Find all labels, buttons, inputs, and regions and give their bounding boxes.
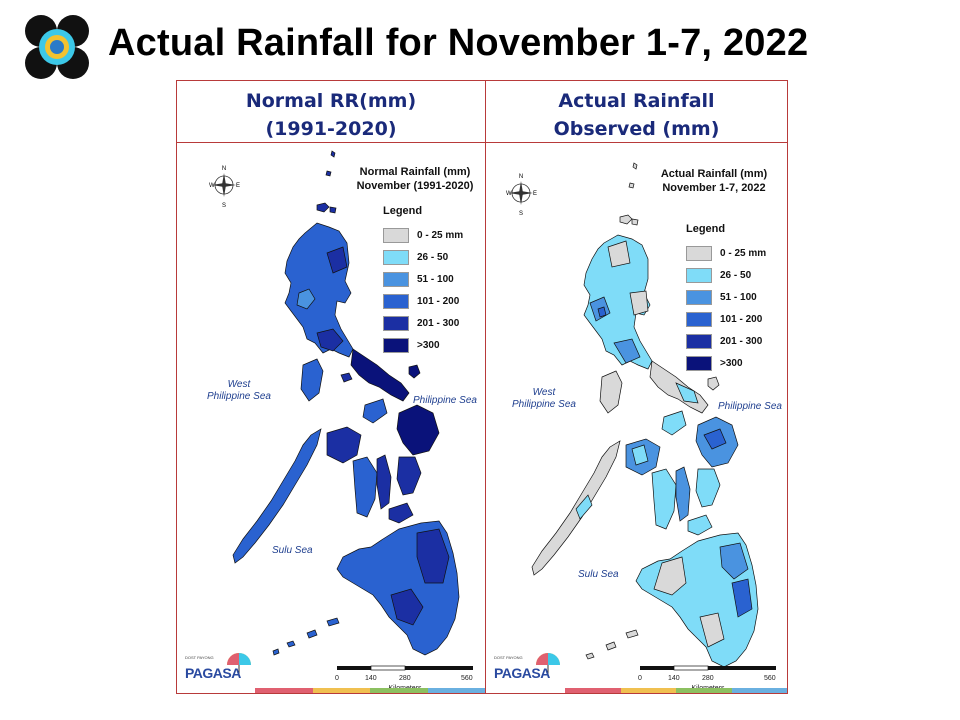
right-header-line1: Actual Rainfall xyxy=(558,90,715,112)
scale-tick: 280 xyxy=(399,675,411,682)
philippines-map-actual xyxy=(531,162,759,668)
legend-item: 0 - 25 mm xyxy=(383,224,463,246)
compass-s: S xyxy=(222,203,226,209)
west-philippine-sea-label: West Philippine Sea xyxy=(207,379,271,403)
scale-tick: 560 xyxy=(764,675,776,682)
legend-item: >300 xyxy=(383,334,463,356)
legend-label: 26 - 50 xyxy=(417,251,449,263)
compass-e: E xyxy=(236,183,240,189)
philippines-map-normal xyxy=(232,150,460,656)
right-legend: Legend 0 - 25 mm 26 - 50 51 - 100 101 - … xyxy=(686,223,766,374)
legend-item: 101 - 200 xyxy=(383,290,463,312)
right-map-title-line2: November 1-7, 2022 xyxy=(662,182,766,194)
legend-label: 51 - 100 xyxy=(720,291,757,303)
right-map-title-line1: Actual Rainfall (mm) xyxy=(660,168,768,180)
right-header-line2: Observed (mm) xyxy=(553,118,720,140)
legend-item: 201 - 300 xyxy=(686,330,766,352)
legend-swatch xyxy=(686,267,712,283)
scale-tick: 0 xyxy=(335,675,339,682)
left-panel-header: Normal RR(mm) (1991-2020) xyxy=(177,81,486,143)
legend-swatch xyxy=(383,337,409,353)
legend-item: 26 - 50 xyxy=(686,264,766,286)
pagasa-umbrella-icon xyxy=(536,653,560,675)
compass-s: S xyxy=(519,211,523,217)
legend-label: 0 - 25 mm xyxy=(720,247,767,259)
agency-name: PAGASA xyxy=(185,665,241,681)
legend-swatch xyxy=(686,311,712,327)
legend-label: 51 - 100 xyxy=(417,273,454,285)
scale-bar-graphic xyxy=(640,665,776,671)
legend-label: 201 - 300 xyxy=(417,317,460,329)
legend-label: 201 - 300 xyxy=(720,335,763,347)
legend-swatch xyxy=(383,293,409,309)
pagasa-umbrella-icon xyxy=(227,653,251,675)
compass-n: N xyxy=(222,166,226,172)
legend-title: Legend xyxy=(686,223,726,235)
west-sea-line1: West xyxy=(227,379,251,390)
legend-item: 26 - 50 xyxy=(383,246,463,268)
left-pagasa-logo: DOST PAYONG PAGASA xyxy=(183,651,253,690)
legend-swatch xyxy=(383,315,409,331)
legend-label: 101 - 200 xyxy=(720,313,763,325)
west-sea-line2: Philippine Sea xyxy=(512,399,576,410)
agency-small-text: DOST PAYONG xyxy=(494,655,523,660)
left-legend: Legend 0 - 25 mm 26 - 50 51 - 100 101 - … xyxy=(383,205,463,356)
legend-swatch xyxy=(383,227,409,243)
legend-item: 201 - 300 xyxy=(383,312,463,334)
scale-tick: 140 xyxy=(668,675,680,682)
legend-item: >300 xyxy=(686,352,766,374)
philippine-sea-label: Philippine Sea xyxy=(413,395,477,406)
legend-label: 101 - 200 xyxy=(417,295,460,307)
legend-swatch xyxy=(686,289,712,305)
compass-w: W xyxy=(506,191,512,197)
compass-icon: N W E S xyxy=(209,166,240,209)
page-title: Actual Rainfall for November 1-7, 2022 xyxy=(108,22,809,64)
legend-swatch xyxy=(383,271,409,287)
compass-e: E xyxy=(533,191,537,197)
left-bottom-color-stripe xyxy=(255,688,485,693)
legend-label: >300 xyxy=(417,339,440,351)
normal-rainfall-map-panel: N W E S Normal Rainfall (mm) November (1… xyxy=(177,143,486,693)
map-comparison-frame: Normal RR(mm) (1991-2020) Actual Rainfal… xyxy=(176,80,788,694)
legend-item: 0 - 25 mm xyxy=(686,242,766,264)
compass-n: N xyxy=(519,174,523,180)
legend-swatch xyxy=(383,249,409,265)
right-panel-header: Actual Rainfall Observed (mm) xyxy=(486,81,787,143)
scale-bar-graphic xyxy=(337,665,473,671)
legend-item: 51 - 100 xyxy=(383,268,463,290)
scale-tick: 0 xyxy=(638,675,642,682)
west-philippine-sea-label: West Philippine Sea xyxy=(512,387,576,411)
west-sea-line2: Philippine Sea xyxy=(207,391,271,402)
compass-w: W xyxy=(209,183,215,189)
legend-swatch xyxy=(686,355,712,371)
scale-tick: 140 xyxy=(365,675,377,682)
legend-title: Legend xyxy=(383,205,423,217)
sulu-sea-label: Sulu Sea xyxy=(272,545,313,556)
legend-label: 26 - 50 xyxy=(720,269,752,281)
right-pagasa-logo: DOST PAYONG PAGASA xyxy=(492,651,562,690)
legend-swatch xyxy=(686,245,712,261)
left-map-title-line1: Normal Rainfall (mm) xyxy=(359,166,471,178)
pagasa-logo xyxy=(25,15,89,79)
agency-small-text: DOST PAYONG xyxy=(185,655,214,660)
legend-item: 101 - 200 xyxy=(686,308,766,330)
left-header-line1: Normal RR(mm) xyxy=(245,90,417,112)
agency-name: PAGASA xyxy=(494,665,550,681)
legend-label: 0 - 25 mm xyxy=(417,229,464,241)
sulu-sea-label: Sulu Sea xyxy=(578,569,619,580)
left-map-title: Normal Rainfall (mm) November (1991-2020… xyxy=(347,165,483,193)
right-bottom-color-stripe xyxy=(565,688,787,693)
legend-swatch xyxy=(686,333,712,349)
left-header-line2: (1991-2020) xyxy=(265,118,397,140)
legend-item: 51 - 100 xyxy=(686,286,766,308)
scale-tick: 280 xyxy=(702,675,714,682)
west-sea-line1: West xyxy=(532,387,556,398)
compass-icon: N W E S xyxy=(506,174,537,217)
philippine-sea-label: Philippine Sea xyxy=(718,401,782,412)
actual-rainfall-map-panel: N W E S Actual Rainfall (mm) November 1-… xyxy=(486,143,787,693)
scale-tick: 560 xyxy=(461,675,473,682)
legend-label: >300 xyxy=(720,357,743,369)
left-map-title-line2: November (1991-2020) xyxy=(356,180,474,192)
right-map-title: Actual Rainfall (mm) November 1-7, 2022 xyxy=(654,167,774,195)
